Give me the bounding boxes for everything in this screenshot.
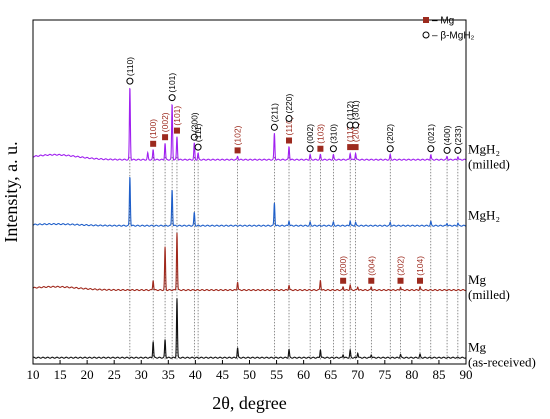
series-label: (as-received) bbox=[468, 355, 536, 370]
miller-index-label: (200) bbox=[338, 256, 348, 276]
miller-index-label: (112) bbox=[345, 123, 355, 142]
x-tick-label: 20 bbox=[81, 367, 94, 382]
x-tick-label: 70 bbox=[351, 367, 364, 382]
y-axis-title: Intensity, a. u. bbox=[1, 141, 21, 242]
series-label: (milled) bbox=[468, 157, 510, 172]
plot-frame bbox=[32, 19, 467, 365]
miller-index-label: (301) bbox=[351, 100, 361, 120]
miller-index-label: (100) bbox=[148, 119, 158, 139]
x-tick-label: 55 bbox=[270, 367, 283, 382]
miller-index-label: (110) bbox=[284, 116, 294, 135]
miller-index-label: (101) bbox=[172, 106, 182, 126]
series-label: Mg bbox=[468, 340, 487, 355]
miller-index-label: (200) bbox=[189, 112, 199, 132]
mg-peak-marker bbox=[150, 140, 157, 147]
mgh2-peak-marker bbox=[194, 143, 202, 151]
x-tick-label: 30 bbox=[135, 367, 148, 382]
x-tick-label: 80 bbox=[405, 367, 418, 382]
mgh2-peak-marker bbox=[329, 145, 337, 153]
mgh2-peak-marker bbox=[454, 146, 462, 154]
miller-index-label: (112) bbox=[345, 101, 355, 120]
x-ticks: 10 15 20 25 30 35 40 45 50 55 60 65 70 75 80 85 90 bbox=[27, 360, 473, 382]
series-label: (milled) bbox=[468, 287, 510, 302]
miller-index-label: (310) bbox=[328, 124, 338, 144]
legend-label: – β-MgH₂ bbox=[432, 31, 475, 42]
mg-peak-marker bbox=[340, 277, 347, 284]
mgh2-peak-marker bbox=[126, 77, 134, 85]
miller-index-label: (021) bbox=[426, 124, 436, 144]
series-label: MgH₂ bbox=[468, 208, 500, 223]
legend-label: – Mg bbox=[432, 16, 454, 27]
miller-index-label: (202) bbox=[396, 256, 406, 276]
legend: – Mg – β-MgH₂ bbox=[422, 16, 475, 42]
x-axis-title: 2θ, degree bbox=[212, 393, 287, 413]
miller-index-label: (233) bbox=[453, 125, 463, 145]
legend-mgh2-marker bbox=[422, 31, 430, 39]
miller-index-label: (110) bbox=[125, 57, 135, 76]
miller-index-label: (101) bbox=[167, 73, 177, 93]
peak-annotations: (110)(100) (002)(101)(101) (200)(111) (102)… bbox=[125, 57, 463, 284]
x-tick-label: 40 bbox=[189, 367, 202, 382]
miller-index-label: (103) bbox=[315, 124, 325, 144]
miller-index-label: (002) bbox=[305, 124, 315, 144]
x-tick-label: 90 bbox=[460, 367, 473, 382]
miller-index-label: (102) bbox=[233, 125, 243, 145]
series-labels: MgH₂(milled)MgH₂Mg(milled)Mg(as-received… bbox=[468, 142, 536, 370]
mg-peak-marker bbox=[416, 277, 423, 284]
mg-peak-marker bbox=[317, 145, 324, 152]
mgh2-peak-marker bbox=[270, 123, 278, 131]
x-tick-label: 75 bbox=[378, 367, 391, 382]
x-tick-label: 60 bbox=[297, 367, 310, 382]
x-tick-label: 50 bbox=[243, 367, 256, 382]
x-tick-label: 45 bbox=[216, 367, 229, 382]
series-label: Mg bbox=[468, 272, 487, 287]
mg-peak-marker bbox=[162, 134, 169, 141]
x-tick-label: 25 bbox=[108, 367, 121, 382]
x-tick-label: 10 bbox=[27, 367, 40, 382]
mgh2-peak-marker bbox=[443, 146, 451, 154]
miller-index-label: (004) bbox=[366, 256, 376, 276]
series-trace bbox=[32, 298, 467, 359]
x-tick-label: 35 bbox=[162, 367, 175, 382]
mg-peak-marker bbox=[173, 127, 180, 134]
x-tick-label: 65 bbox=[324, 367, 337, 382]
miller-index-label: (202) bbox=[385, 124, 395, 144]
mg-peak-marker bbox=[352, 144, 359, 151]
reference-lines bbox=[129, 156, 459, 360]
miller-index-label: (104) bbox=[415, 256, 425, 276]
miller-index-label: (220) bbox=[284, 93, 294, 113]
x-tick-label: 85 bbox=[432, 367, 445, 382]
mgh2-peak-marker bbox=[285, 115, 293, 122]
mgh2-peak-marker bbox=[306, 145, 314, 153]
legend-mg-marker bbox=[423, 17, 429, 23]
mg-peak-marker bbox=[347, 144, 354, 151]
series-label: MgH₂ bbox=[468, 142, 500, 157]
series-layer bbox=[32, 87, 467, 359]
mg-peak-marker bbox=[234, 147, 241, 154]
miller-index-label: (111) bbox=[193, 123, 203, 142]
mg-peak-marker bbox=[397, 277, 404, 284]
mgh2-peak-marker bbox=[190, 133, 198, 141]
miller-index-label: (002) bbox=[160, 112, 170, 132]
series-trace bbox=[32, 87, 467, 161]
series-trace bbox=[32, 232, 467, 292]
x-tick-label: 15 bbox=[54, 367, 67, 382]
mg-peak-marker bbox=[368, 277, 375, 284]
miller-index-label: (201) bbox=[351, 122, 361, 142]
miller-index-label: (211) bbox=[269, 103, 279, 122]
mgh2-peak-marker bbox=[352, 121, 360, 129]
mgh2-peak-marker bbox=[168, 94, 176, 102]
series-trace bbox=[32, 176, 467, 227]
mgh2-peak-marker bbox=[427, 145, 435, 153]
mg-peak-marker bbox=[286, 137, 293, 144]
mgh2-peak-marker bbox=[386, 145, 394, 153]
miller-index-label: (400) bbox=[442, 125, 452, 145]
